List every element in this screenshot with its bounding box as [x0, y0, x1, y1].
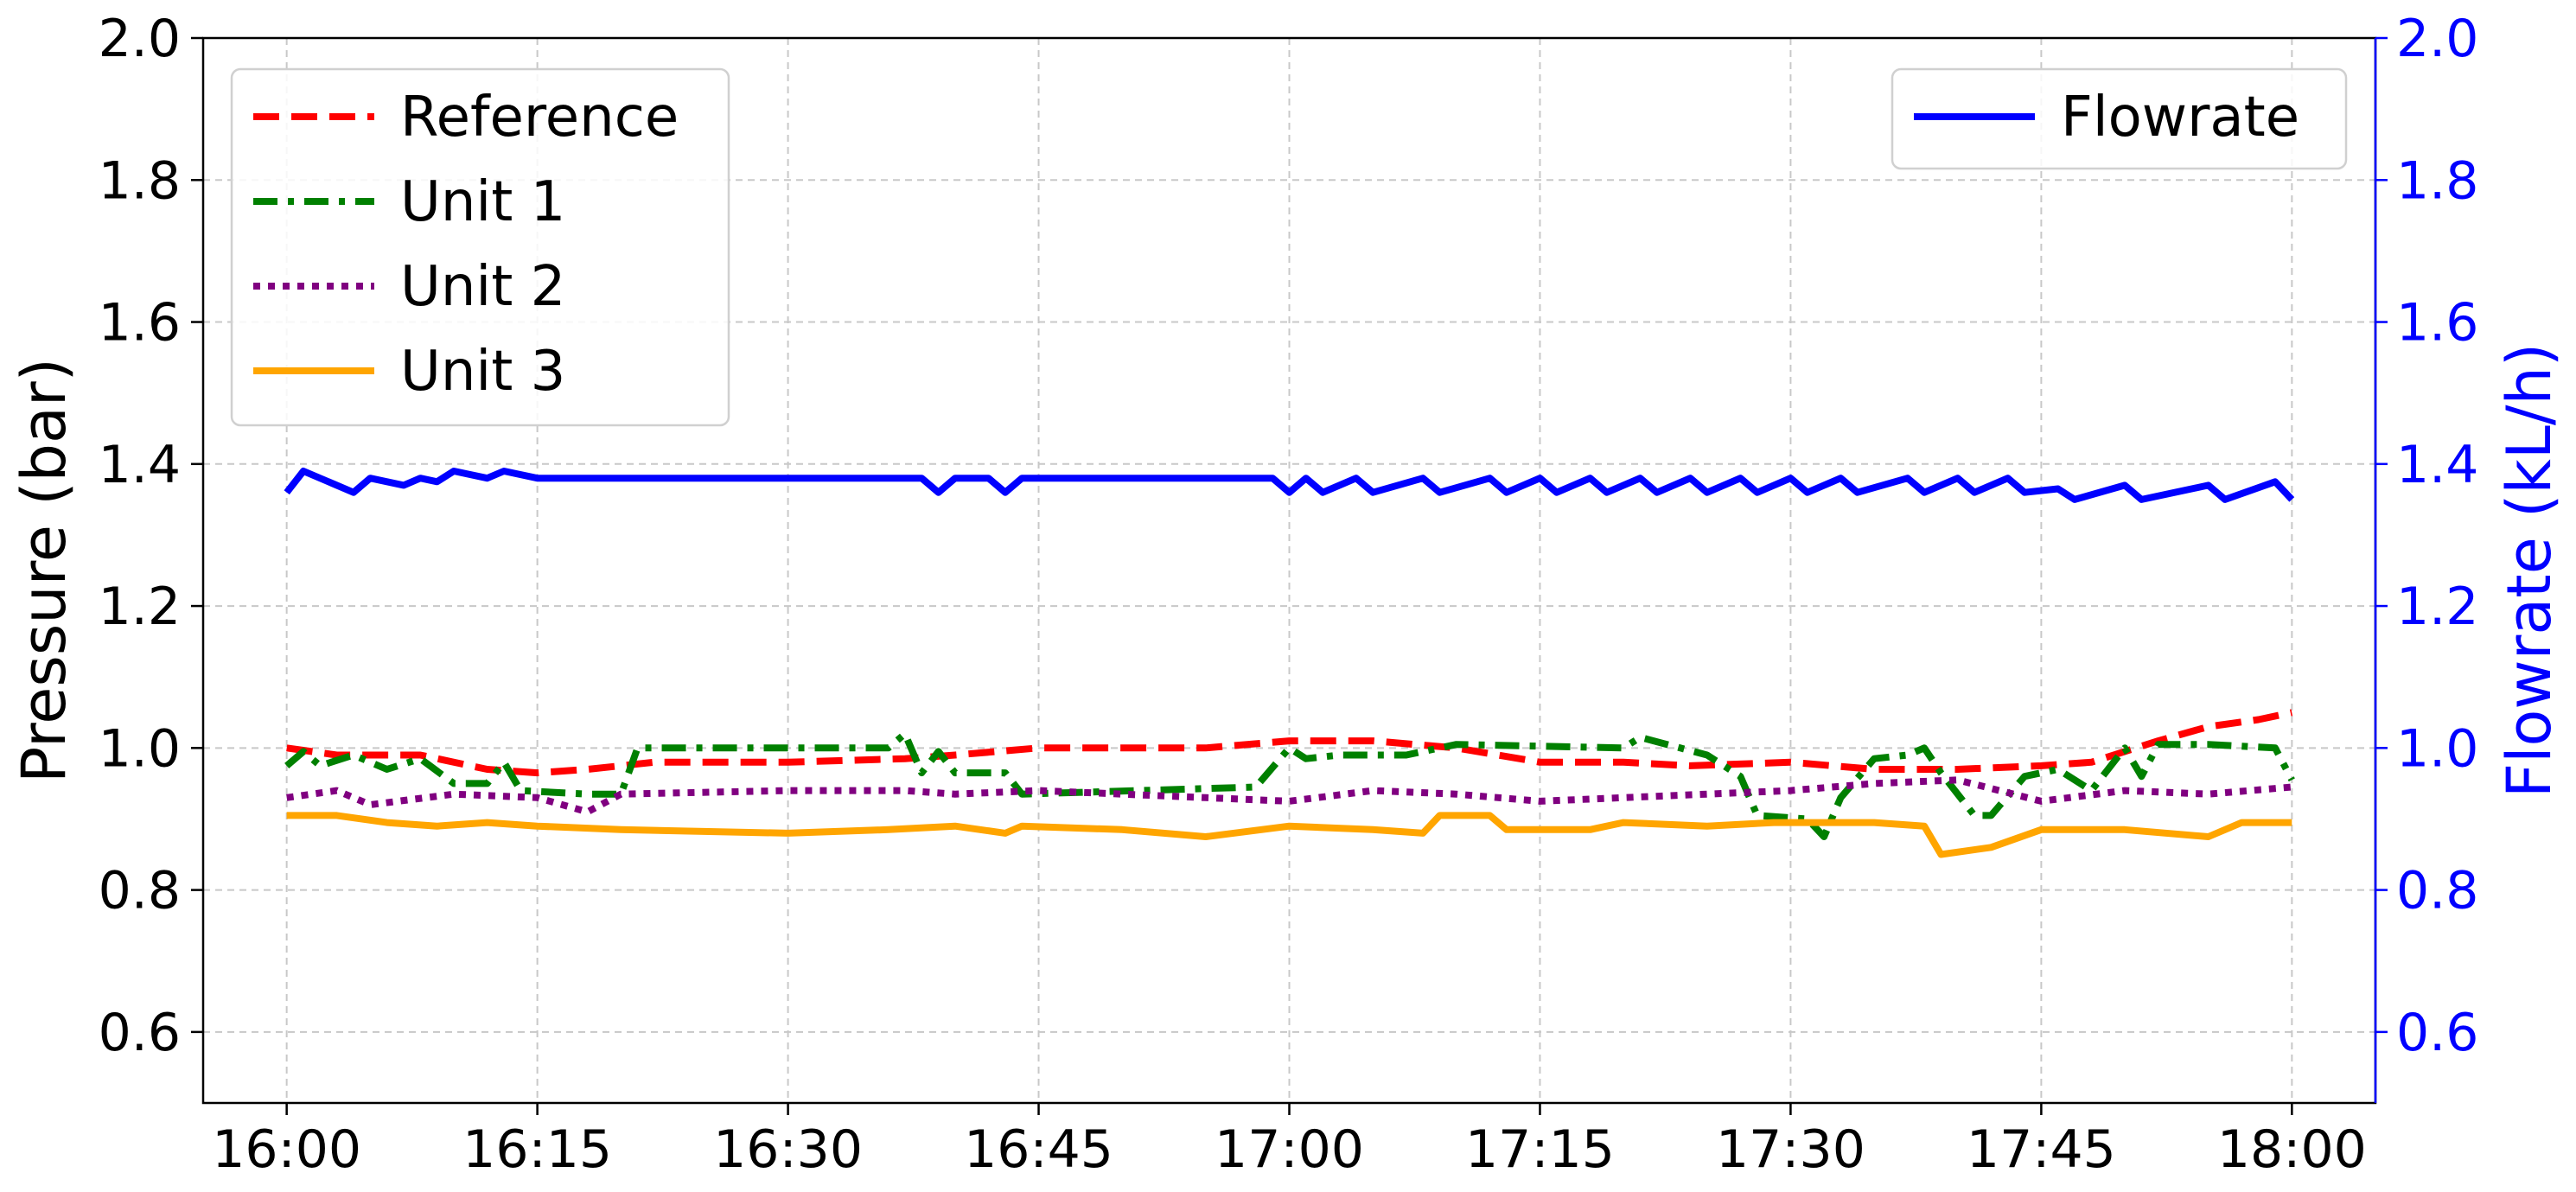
- y-right-tick-label: 1.2: [2396, 577, 2478, 637]
- legend-box: [1891, 67, 2348, 170]
- y-right-tick-label: 0.6: [2396, 1003, 2478, 1063]
- grid: [203, 37, 2375, 1103]
- y-right-tick-label: 0.8: [2396, 861, 2478, 921]
- y-left-tick-label: 1.4: [99, 435, 181, 495]
- series-line-unit-2: [286, 776, 2292, 816]
- legend-label: Flowrate: [2061, 86, 2299, 150]
- legend-label: Reference: [400, 86, 679, 150]
- x-tick-label: 17:15: [1465, 1119, 1615, 1180]
- y-left-tick-label: 0.8: [99, 861, 181, 921]
- y-left-tick-label: 1.8: [99, 150, 181, 211]
- x-tick-label: 17:00: [1215, 1119, 1364, 1180]
- legend-label: Unit 3: [400, 340, 565, 404]
- x-tick-label: 16:30: [713, 1119, 863, 1180]
- y-axis-right-label: Flowrate (kL/h): [2494, 343, 2565, 798]
- plot-series: [284, 468, 2295, 858]
- x-tick-label: 16:00: [212, 1119, 361, 1180]
- y-right-tick-label: 1.8: [2396, 150, 2478, 211]
- series-line-flowrate: [284, 468, 2295, 503]
- y-left-tick-label: 2.0: [99, 9, 181, 69]
- y-left-tick-label: 1.2: [99, 577, 181, 637]
- x-tick-label: 16:15: [462, 1119, 612, 1180]
- series-line-unit-3: [286, 812, 2292, 858]
- axis-ticks: 16:00 16:15 16:30 16:45 17:00 17:15 17:30 17:45…: [99, 9, 2479, 1180]
- legend-label: Unit 2: [400, 255, 565, 319]
- series-line-unit-1: [284, 730, 2295, 840]
- x-tick-label: 17:45: [1967, 1119, 2116, 1180]
- y-right-tick-label: 1.6: [2396, 293, 2478, 354]
- y-left-tick-label: 0.6: [99, 1003, 181, 1063]
- x-tick-label: 16:45: [964, 1119, 1113, 1180]
- series-line-reference: [286, 709, 2293, 777]
- legend-label: Unit 1: [400, 170, 565, 234]
- legend-left: Reference Unit 1 Unit 2 Unit 3: [230, 67, 730, 427]
- y-right-tick-label: 1.4: [2396, 435, 2478, 495]
- legend-box: [230, 67, 730, 427]
- y-left-tick-label: 1.0: [99, 718, 181, 779]
- y-right-tick-label: 1.0: [2396, 718, 2478, 779]
- legend-right: Flowrate: [1891, 67, 2348, 170]
- y-axis-left-label: Pressure (bar): [9, 358, 80, 783]
- x-tick-label: 18:00: [2217, 1119, 2367, 1180]
- y-right-tick-label: 2.0: [2396, 9, 2478, 69]
- y-left-tick-label: 1.6: [99, 293, 181, 354]
- x-tick-label: 17:30: [1716, 1119, 1865, 1180]
